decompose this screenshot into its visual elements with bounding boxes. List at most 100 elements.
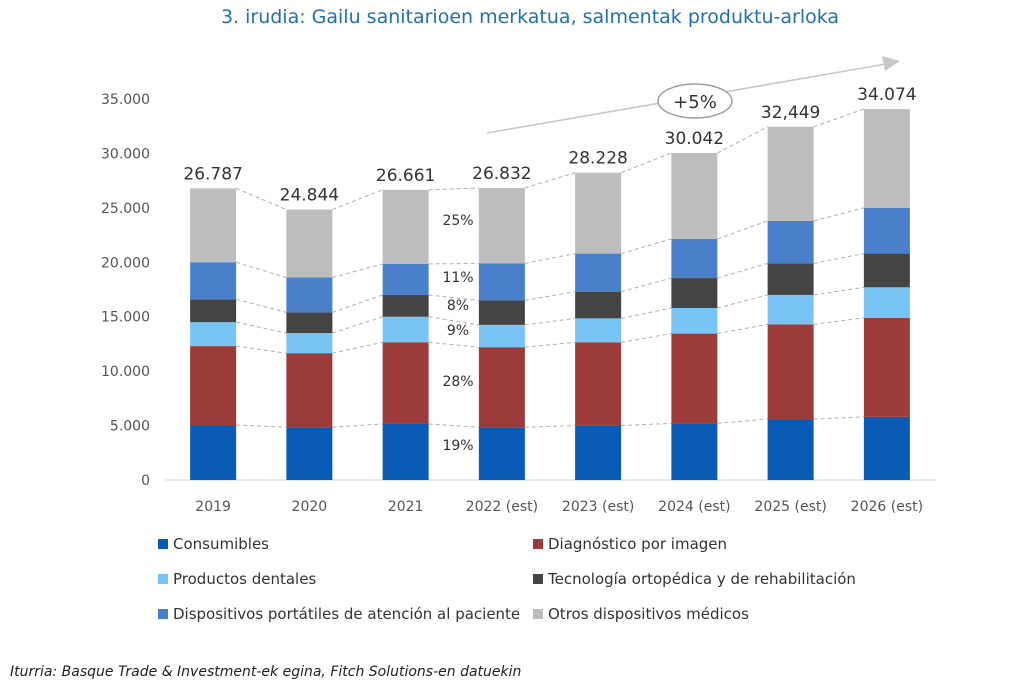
connector-line <box>717 262 768 279</box>
legend-label-otros-dispositivos: Otros dispositivos médicos <box>548 605 749 623</box>
bar-segment <box>286 353 333 428</box>
bar-segment <box>671 333 718 424</box>
connector-line <box>813 416 864 420</box>
y-tick-label: 20.000 <box>101 255 150 271</box>
chart-title: 3. irudia: Gailu sanitarioen merkatua, s… <box>220 6 840 28</box>
bar-segment <box>286 427 333 480</box>
bar-segment <box>190 299 237 323</box>
connector-line <box>428 294 479 301</box>
x-tick-label: 2022 (est) <box>466 499 538 515</box>
connector-line <box>235 261 287 279</box>
bar-segment <box>478 263 525 301</box>
x-tick-label: 2026 (est) <box>851 499 923 515</box>
x-tick-label: 2021 <box>388 499 424 515</box>
legend-swatch-diagnostico <box>533 539 543 549</box>
bar-segment <box>767 419 814 480</box>
connector-line <box>813 253 864 264</box>
bar-segment <box>767 294 814 325</box>
connector-line <box>332 423 383 428</box>
connector-line <box>717 126 768 154</box>
bar-segment <box>190 425 237 480</box>
y-tick-label: 15.000 <box>101 310 150 326</box>
bar-segment <box>382 294 429 317</box>
legend-label-dispositivos-portatiles: Dispositivos portátiles de atención al p… <box>173 605 521 623</box>
x-tick-label: 2020 <box>292 499 328 515</box>
connector-line <box>621 422 672 427</box>
connector-line <box>428 262 479 265</box>
connector-line <box>524 317 576 326</box>
connector-line <box>428 423 479 428</box>
connector-line <box>428 341 479 348</box>
x-tick-label: 2025 (est) <box>754 499 826 515</box>
connector-line <box>524 425 576 428</box>
bar-segment <box>575 253 622 292</box>
bar-segment <box>286 333 333 354</box>
bar-segment <box>478 427 525 480</box>
bar-segment <box>671 238 718 279</box>
y-tick-label: 10.000 <box>101 364 150 380</box>
y-tick-label: 30.000 <box>101 146 150 162</box>
x-tick-label: 2024 (est) <box>658 499 730 515</box>
legend-item-tecnologia-ortopedica: Tecnología ortopédica y de rehabilitació… <box>533 570 856 588</box>
legend-item-dispositivos-portatiles: Dispositivos portátiles de atención al p… <box>158 605 520 623</box>
legend-label-consumibles: Consumibles <box>173 535 269 553</box>
connector-line <box>620 277 672 293</box>
connector-line <box>524 172 576 189</box>
bar-segment <box>767 126 814 221</box>
bar-segment <box>575 172 622 254</box>
y-tick-label: 5.000 <box>110 419 150 435</box>
y-tick-label: 25.000 <box>101 201 150 217</box>
share-label: 28% <box>442 374 473 390</box>
bar-segment <box>767 263 814 295</box>
bar-segment <box>478 187 525 264</box>
bar-segment <box>478 324 525 348</box>
connector-line <box>235 298 287 313</box>
source-note: Iturria: Basque Trade & Investment-ek eg… <box>10 664 522 680</box>
connector-line <box>813 207 865 222</box>
bar-segment <box>190 262 237 300</box>
connector-line <box>524 341 576 348</box>
connector-line <box>236 345 287 354</box>
total-label: 24.844 <box>280 186 339 206</box>
connector-line <box>236 424 287 428</box>
legend-item-diagnostico: Diagnóstico por imagen <box>533 535 727 553</box>
y-tick-label: 35.000 <box>101 92 150 108</box>
bar-segment <box>863 253 910 288</box>
bar-segment <box>478 347 525 428</box>
legend-label-tecnologia-ortopedica: Tecnología ortopédica y de rehabilitació… <box>548 570 856 588</box>
growth-label: +5% <box>673 92 717 113</box>
legend-swatch-otros-dispositivos <box>533 609 543 619</box>
connector-line <box>332 341 383 354</box>
share-label: 8% <box>447 298 469 314</box>
legend-item-consumibles: Consumibles <box>158 535 269 553</box>
connector-line <box>813 317 864 325</box>
legend-swatch-tecnologia-ortopedica <box>533 574 543 584</box>
share-label: 25% <box>442 213 473 229</box>
bar-segment <box>575 291 622 319</box>
growth-arrowhead <box>882 56 900 71</box>
legend-swatch-dispositivos-portatiles <box>158 609 168 619</box>
bar-segment <box>863 109 910 208</box>
share-label: 19% <box>442 438 473 454</box>
y-tick-label: 0 <box>141 473 150 489</box>
total-label: 32,449 <box>761 103 820 123</box>
connector-line <box>428 316 479 326</box>
connector-line <box>813 108 865 128</box>
growth-badge <box>657 83 733 119</box>
bar-segment <box>575 425 622 480</box>
bar-segment <box>863 207 910 254</box>
connector-line <box>332 294 383 313</box>
bar-segment <box>286 312 333 334</box>
bar-segment <box>382 263 429 295</box>
bar-segment <box>478 300 525 325</box>
bar-segment <box>382 423 429 480</box>
connector-line <box>717 220 768 240</box>
total-label: 26.832 <box>472 164 531 184</box>
connector-line <box>524 253 576 264</box>
connector-line <box>621 307 672 319</box>
connector-line <box>428 187 479 191</box>
connector-line <box>236 321 287 334</box>
connector-line <box>235 187 287 211</box>
legend-item-productos-dentales: Productos dentales <box>158 570 316 588</box>
bar-segment <box>863 287 910 318</box>
